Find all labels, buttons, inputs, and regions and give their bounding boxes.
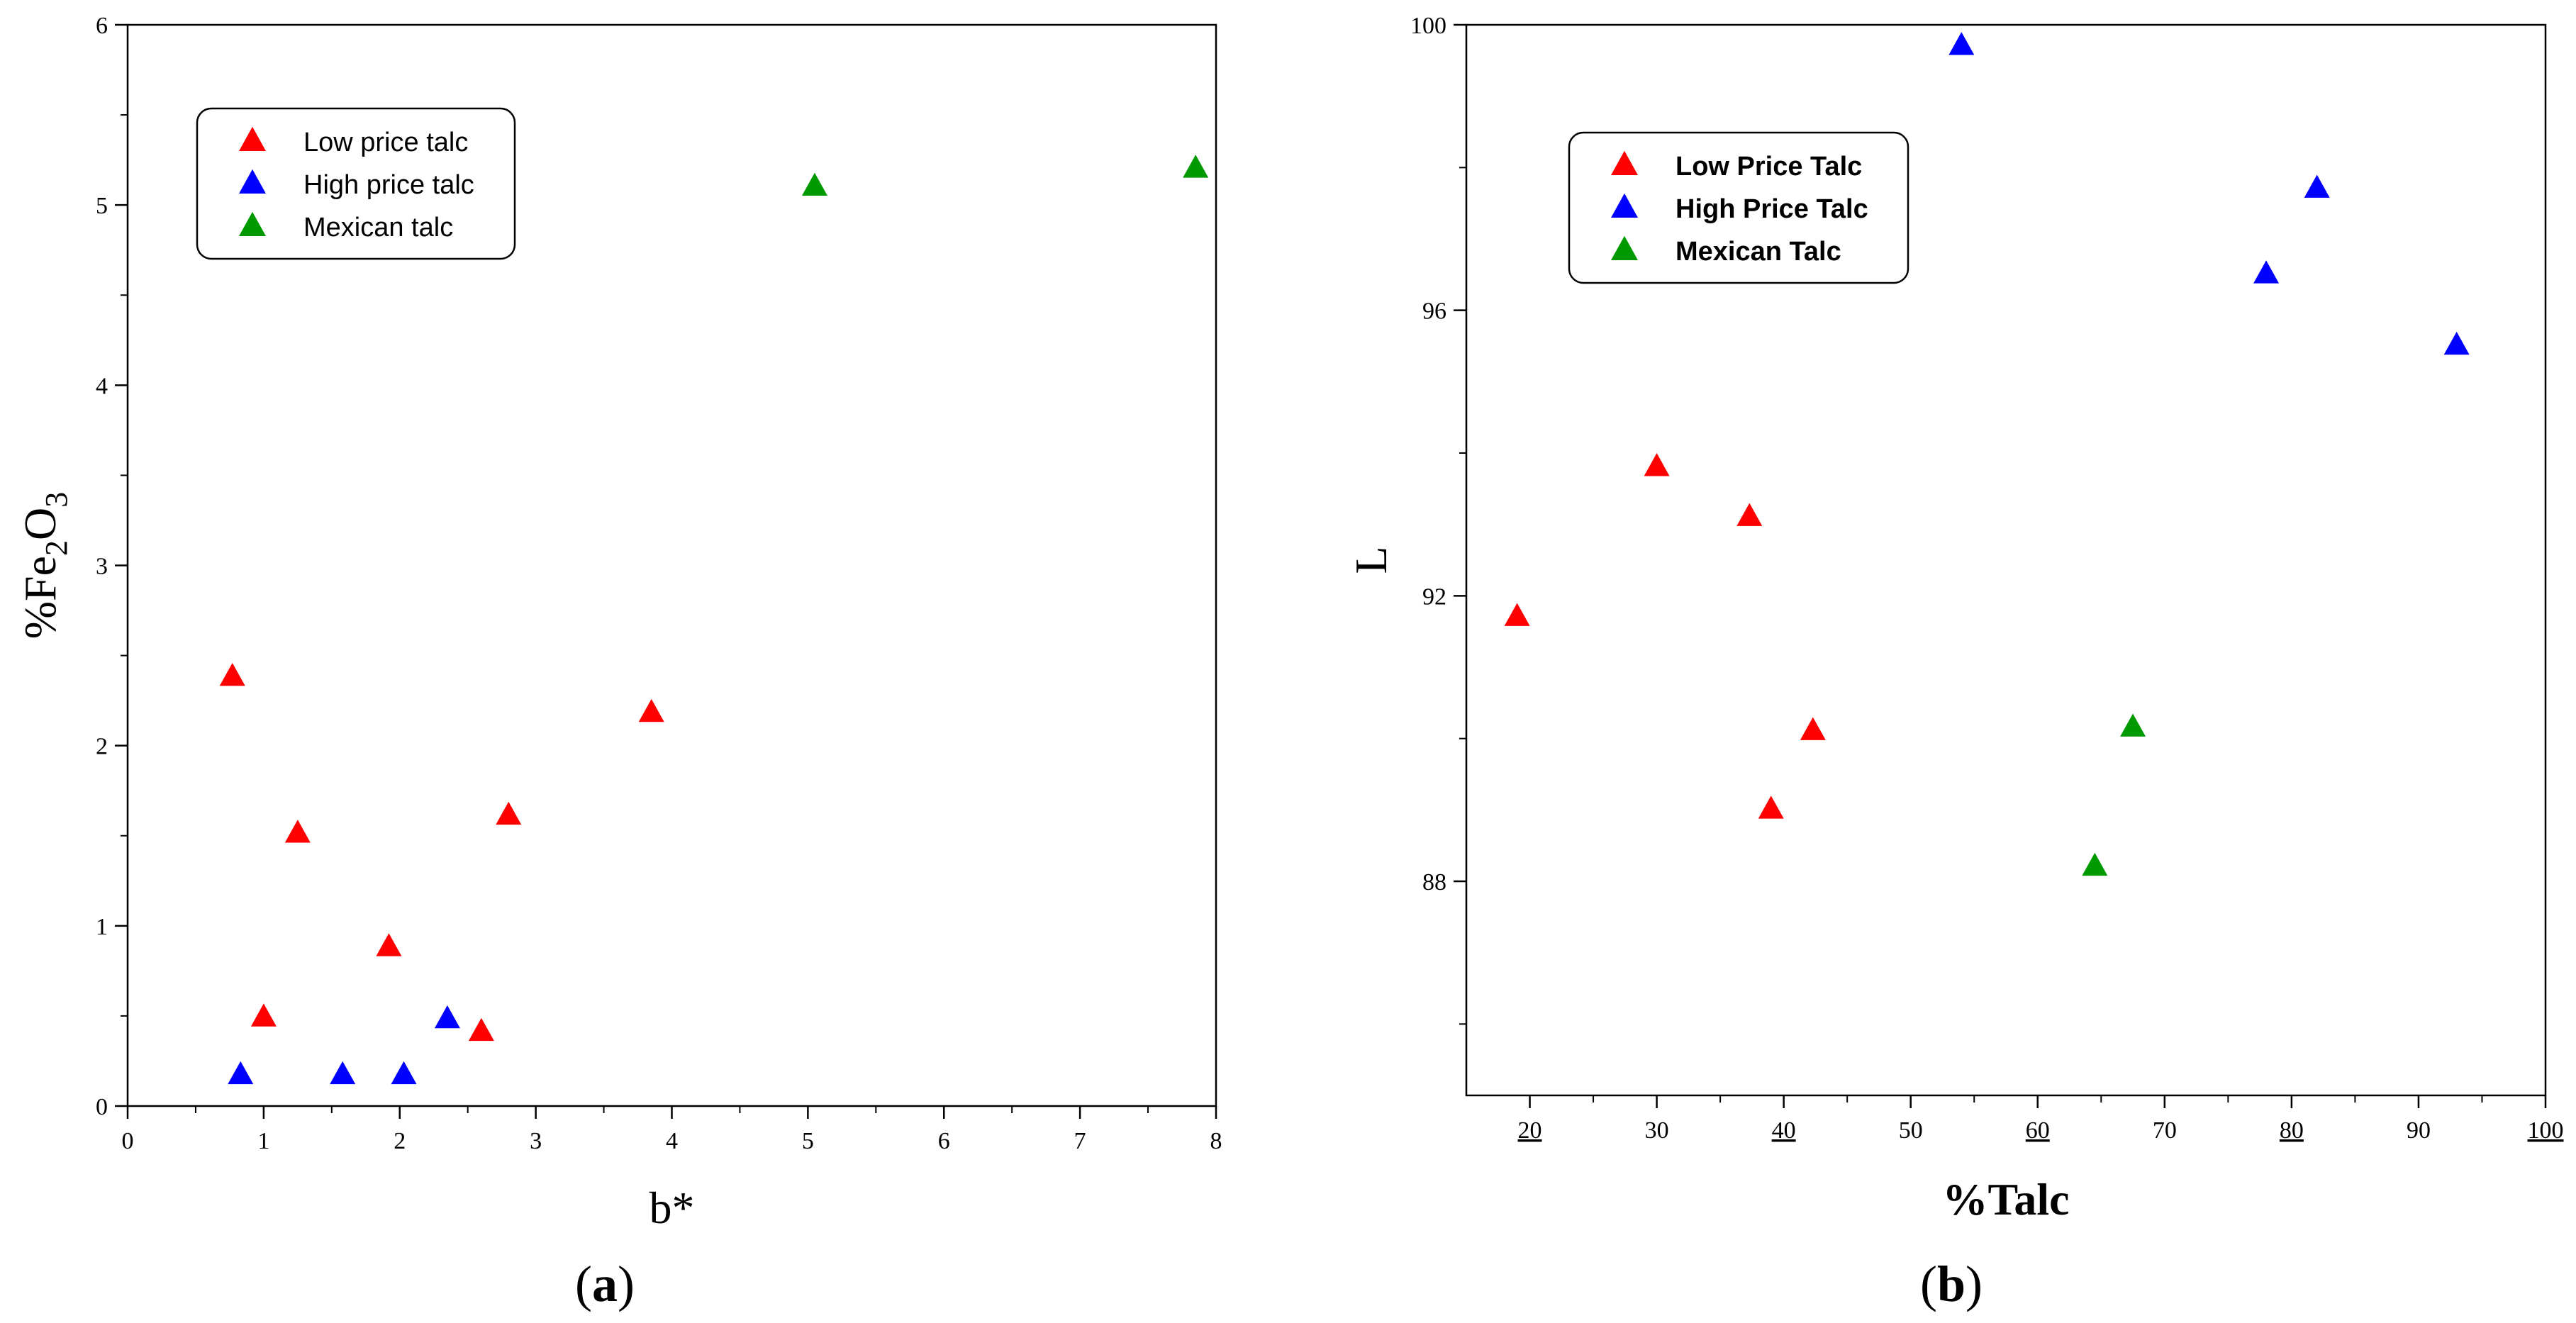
- data-point: [1183, 155, 1209, 178]
- data-point: [376, 933, 402, 956]
- legend-box: [196, 107, 516, 260]
- data-point: [330, 1061, 356, 1085]
- y-tick-label: 6: [96, 13, 108, 39]
- y-tick-label: 96: [1422, 298, 1446, 325]
- legend: Low Price Talc High Price Talc Mexican Tal…: [1568, 131, 1909, 284]
- y-tick-label: 100: [1410, 13, 1446, 39]
- x-tick-label: 1: [257, 1128, 269, 1154]
- data-point: [468, 1017, 494, 1042]
- data-point: [2304, 174, 2330, 198]
- data-point: [1758, 796, 1784, 819]
- legend-label: High Price Talc: [1675, 194, 1868, 224]
- x-tick-label: 50: [1899, 1117, 1923, 1144]
- legend-label: Mexican Talc: [1675, 237, 1841, 267]
- x-tick-label: 40: [1772, 1117, 1796, 1144]
- data-point: [1800, 717, 1826, 740]
- series-low-price-talc: [1504, 453, 1826, 819]
- data-point: [638, 698, 664, 722]
- x-tick-label: 7: [1074, 1128, 1086, 1154]
- data-point: [1736, 503, 1763, 526]
- y-tick-label: 0: [96, 1094, 108, 1120]
- panel-label: (b): [1920, 1256, 1983, 1312]
- data-point: [2253, 260, 2280, 284]
- x-tick-label: 80: [2280, 1117, 2304, 1144]
- y-tick-label: 4: [96, 373, 108, 399]
- legend-marker: [239, 126, 266, 151]
- x-tick-label: 4: [666, 1128, 678, 1154]
- series-low-price-talc: [219, 662, 664, 1042]
- data-point: [2082, 852, 2108, 876]
- data-point: [228, 1061, 254, 1085]
- y-tick-label: 3: [96, 554, 108, 580]
- chart-panel-b: 20 30 40 50 60 70 80 90 100 88 92 96 100 Low Price Ta…: [1346, 13, 2564, 1312]
- legend: Low price talc High price talc Mexican tal…: [196, 107, 516, 260]
- data-point: [801, 172, 827, 196]
- x-tick-label: 0: [122, 1128, 134, 1154]
- chart-panel-a: 0 1 2 3 4 5 6 7 8 0 1 2 3 4 5 6 Low price talc High price…: [15, 13, 1222, 1312]
- data-point: [219, 662, 245, 686]
- x-tick-label: 70: [2153, 1117, 2177, 1144]
- legend-label: High price talc: [303, 170, 474, 200]
- data-point: [2120, 713, 2146, 737]
- legend-marker: [239, 211, 266, 236]
- x-tick-label: 6: [938, 1128, 950, 1154]
- legend-marker: [239, 169, 266, 194]
- x-tick-label: 8: [1210, 1128, 1222, 1154]
- data-point: [284, 820, 311, 843]
- legend-marker: [1611, 193, 1638, 218]
- x-tick-label: 30: [1645, 1117, 1669, 1144]
- x-tick-label: 5: [802, 1128, 814, 1154]
- x-tick-label: 3: [530, 1128, 542, 1154]
- panel-label: (a): [575, 1256, 635, 1312]
- legend-marker: [1611, 150, 1638, 175]
- y-tick-label: 88: [1422, 869, 1446, 895]
- series-high-price-talc: [1948, 32, 2470, 355]
- y-axis-title: %Fe2O3: [15, 492, 74, 640]
- x-axis-title: %Talc: [1943, 1174, 2070, 1224]
- y-tick-label: 1: [96, 914, 108, 940]
- data-point: [1504, 603, 1530, 626]
- x-tick-label: 90: [2407, 1117, 2431, 1144]
- x-tick-label: 2: [394, 1128, 406, 1154]
- series-high-price-talc: [228, 1005, 460, 1085]
- series-mexican-talc: [801, 155, 1209, 196]
- y-tick-label: 2: [96, 734, 108, 760]
- legend-marker: [1611, 235, 1638, 260]
- x-tick-label: 20: [1518, 1117, 1542, 1144]
- data-point: [496, 801, 522, 825]
- series-mexican-talc: [2082, 713, 2146, 876]
- legend-label: Low Price Talc: [1675, 152, 1862, 182]
- data-point: [391, 1061, 417, 1085]
- legend-label: Mexican talc: [303, 213, 453, 242]
- data-point: [1948, 32, 1975, 55]
- plot-frame: [1465, 23, 2547, 1097]
- y-axis-title: L: [1346, 546, 1396, 574]
- data-point: [2443, 331, 2470, 355]
- legend-box: [1568, 131, 1909, 284]
- data-point: [250, 1003, 277, 1027]
- y-tick-label: 92: [1422, 584, 1446, 610]
- legend-label: Low price talc: [303, 128, 468, 157]
- x-tick-label: 60: [2026, 1117, 2050, 1144]
- x-tick-label: 100: [2528, 1117, 2564, 1144]
- data-point: [434, 1005, 460, 1029]
- y-tick-label: 5: [96, 193, 108, 219]
- x-axis-title: b*: [649, 1183, 695, 1233]
- data-point: [1644, 453, 1670, 476]
